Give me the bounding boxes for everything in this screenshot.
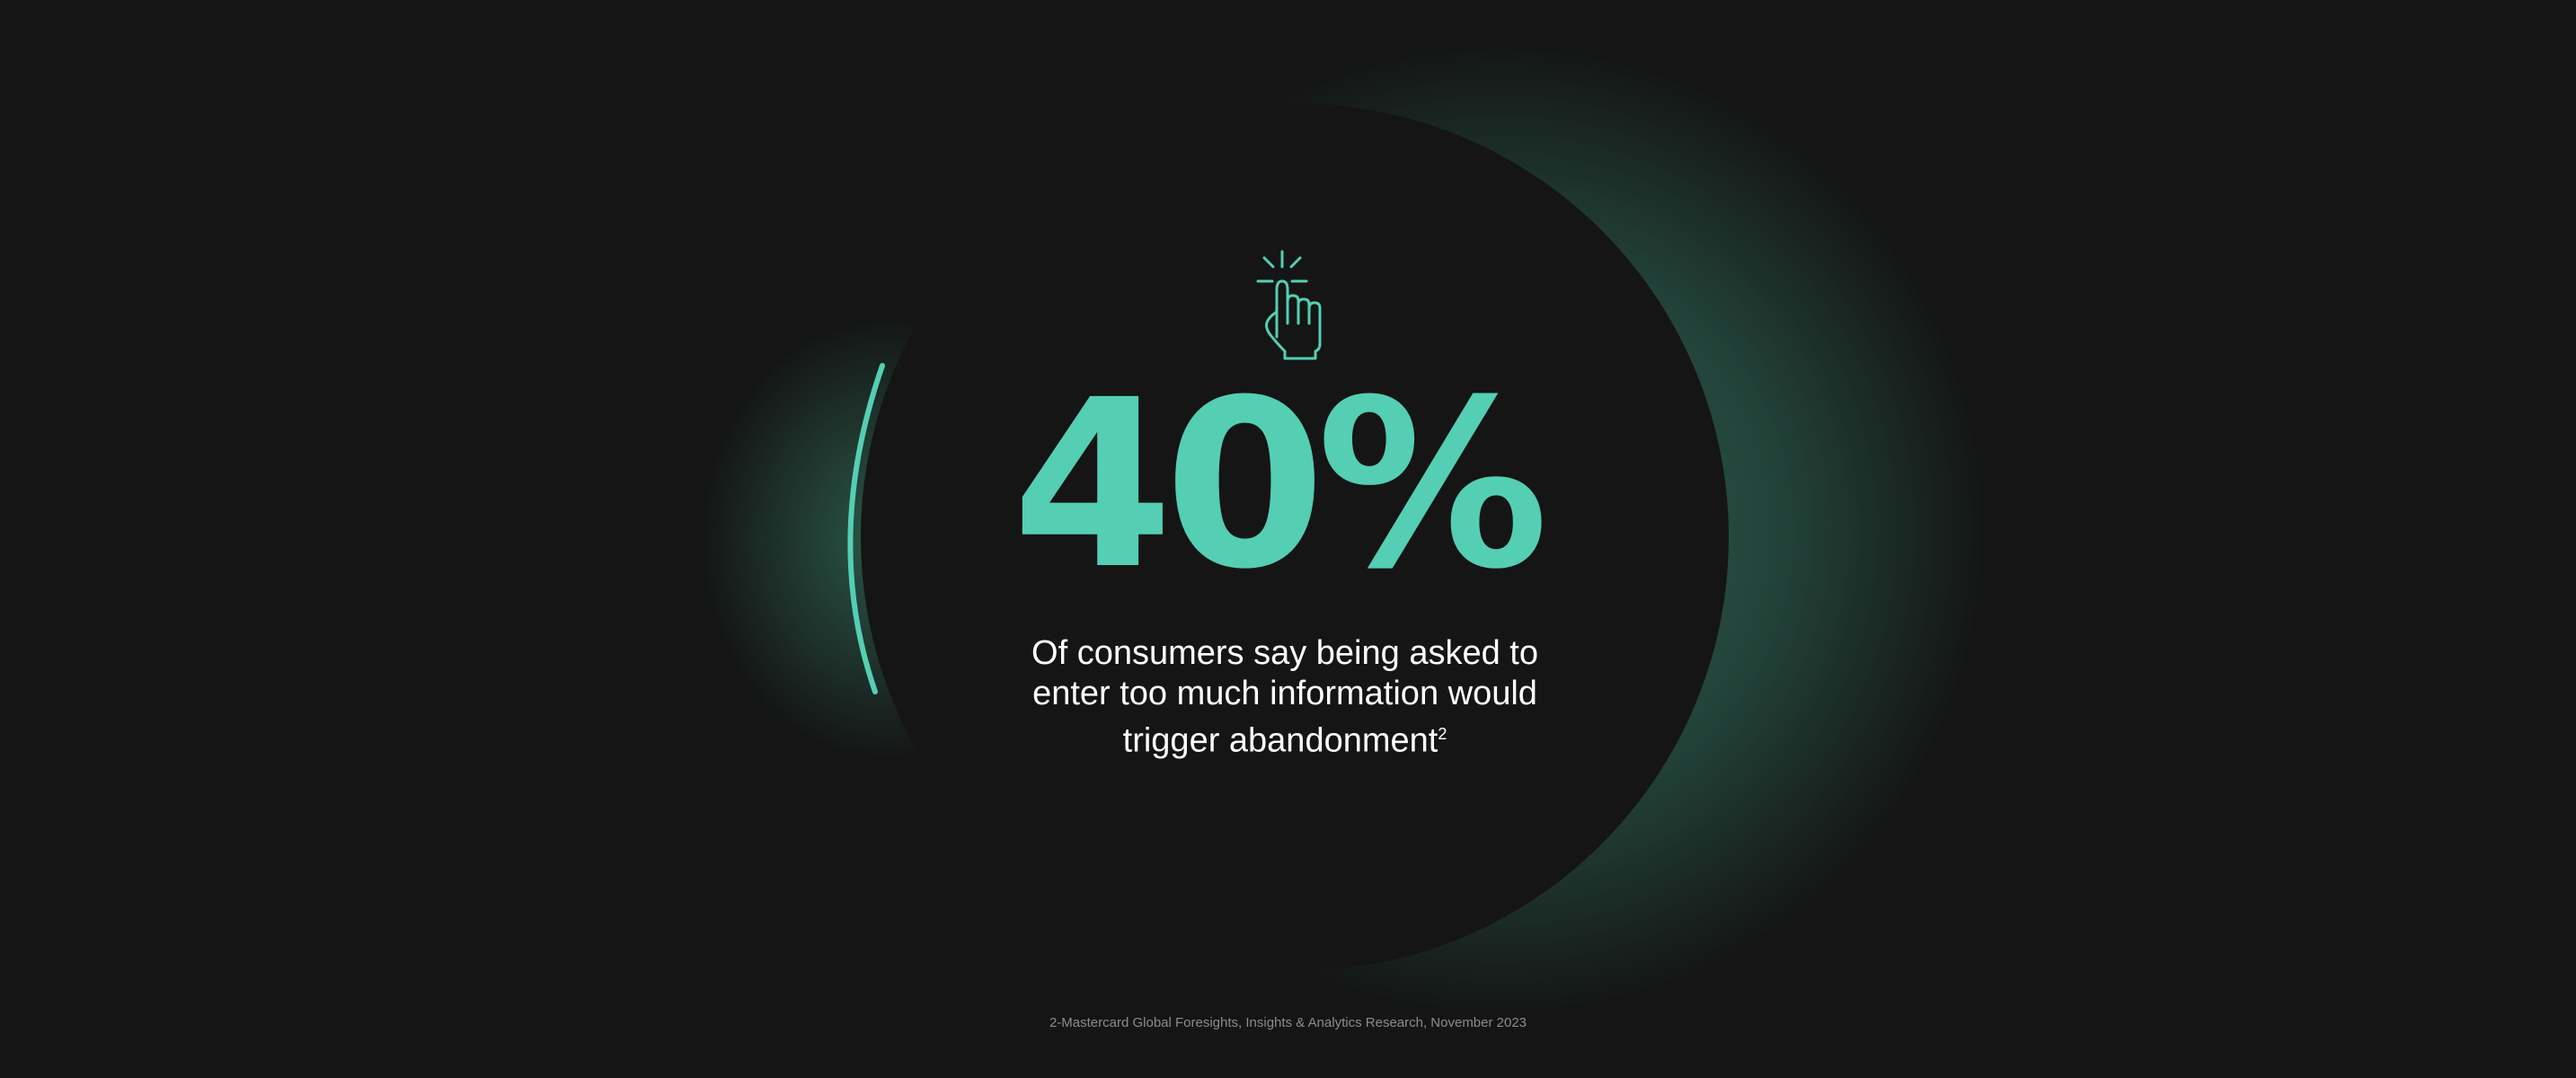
stat-value: 40% — [1012, 350, 1549, 620]
dark-circle — [861, 103, 1729, 971]
stat-description: Of consumers say being asked to enter to… — [1015, 633, 1554, 762]
description-text: Of consumers say being asked to enter to… — [1031, 634, 1538, 760]
footnote-mark: 2 — [1438, 725, 1447, 743]
hand-pointer-click-icon — [1256, 250, 1322, 360]
footer-citation: 2-Mastercard Global Foresights, Insights… — [1049, 1015, 1527, 1030]
